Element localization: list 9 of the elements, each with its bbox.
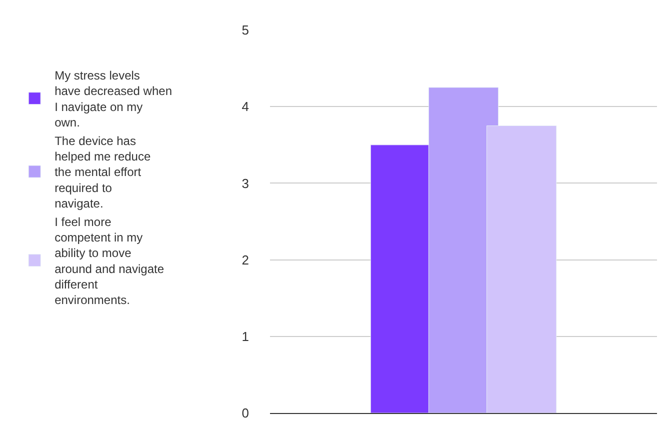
legend-label: My stress levels have decreased when I navigate on my own. <box>54 68 172 130</box>
y-tick-label: 2 <box>242 252 249 268</box>
legend-label: The device has helped me reduce the mental effort required to navigate. <box>54 134 151 210</box>
y-tick-label: 5 <box>242 22 249 38</box>
y-tick-label: 1 <box>242 328 249 344</box>
legend-label: I feel more competent in my ability to move around and navigate different environments. <box>54 215 164 308</box>
y-tick-label: 4 <box>242 99 249 114</box>
y-tick-label: 0 <box>242 406 249 421</box>
y-tick-label: 3 <box>242 176 249 191</box>
